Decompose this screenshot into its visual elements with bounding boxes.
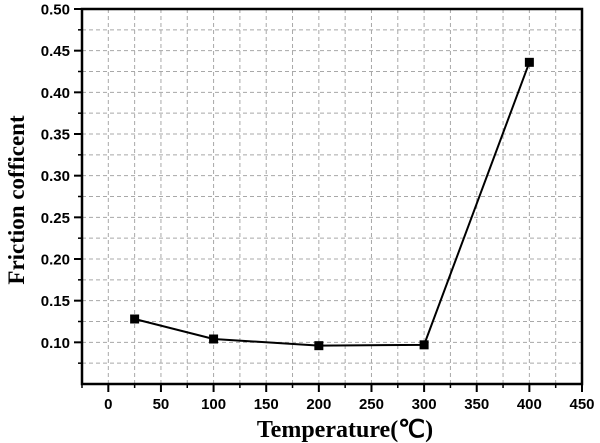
x-tick-label: 0 [104,396,112,413]
x-tick-label: 450 [569,396,594,413]
y-tick-label: 0.40 [41,85,70,102]
x-tick-label: 100 [201,396,226,413]
y-tick-label: 0.45 [41,43,70,60]
y-axis-title: Friction cofficent [4,115,29,285]
axes [80,7,584,386]
data-point-marker [524,57,534,67]
x-tick-label: 250 [359,396,384,413]
y-tick-label: 0.10 [41,335,70,352]
x-tick-label: 300 [412,396,437,413]
data-point-marker [209,334,219,344]
series [130,57,534,351]
tick-labels: 0 50 100 150 200 250 300 350 400 450 0.10 0.15 0.20 0… [41,2,595,414]
x-axis-title: Temperature(℃) [257,417,433,443]
x-tick-label: 350 [464,396,489,413]
x-tick-label: 200 [306,396,331,413]
x-tick-label: 150 [254,396,279,413]
y-tick-label: 0.50 [41,2,70,19]
plot-frame [80,7,584,386]
y-tick-label: 0.30 [41,168,70,185]
data-point-marker [419,340,429,350]
x-tick-label: 400 [517,396,542,413]
y-tick-label: 0.35 [41,127,70,144]
grid-lines [82,9,582,384]
y-tick-label: 0.15 [41,293,70,310]
series-line [134,61,531,347]
x-tick-label: 50 [153,396,170,413]
data-point-marker [130,314,140,324]
y-tick-label: 0.25 [41,210,70,227]
y-tick-label: 0.20 [41,252,70,269]
tick-marks [74,8,583,392]
data-point-marker [314,341,324,351]
